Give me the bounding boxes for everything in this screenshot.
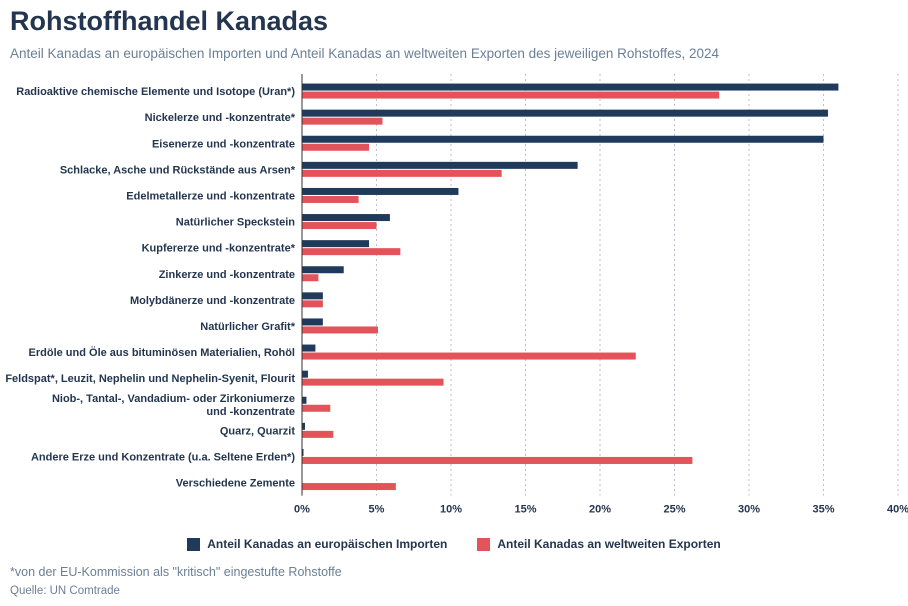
category-label: Erdöle und Öle aus bituminösen Materiali…: [29, 346, 295, 359]
bar-import: [302, 448, 304, 456]
bar-export: [302, 195, 359, 203]
legend-swatch-import: [187, 537, 201, 551]
bar-import: [302, 214, 390, 222]
bar-export: [302, 378, 444, 386]
bar-export: [302, 169, 502, 177]
bar-import: [302, 292, 323, 300]
x-tick-label: 30%: [738, 504, 760, 516]
legend-label-import: Anteil Kanadas an europäischen Importen: [207, 537, 448, 551]
bar-import: [302, 344, 316, 352]
bar-import: [302, 187, 459, 195]
x-tick-label: 35%: [812, 504, 834, 516]
category-label: Andere Erze und Konzentrate (u.a. Selten…: [31, 451, 295, 463]
bar-export: [302, 91, 720, 99]
category-label: Verschiedene Zemente: [176, 478, 295, 490]
x-tick-label: 0%: [294, 504, 310, 516]
source-note: Quelle: UN Comtrade: [10, 585, 120, 597]
bar-export: [302, 248, 401, 256]
bar-import: [302, 266, 344, 274]
bar-import: [302, 396, 307, 404]
bar-import: [302, 240, 370, 248]
category-label: Molybdänerze und -konzentrate: [130, 295, 295, 307]
bar-export: [302, 222, 377, 230]
bar-import: [302, 83, 839, 91]
x-tick-label: 15%: [514, 504, 536, 516]
bar-export: [302, 483, 396, 491]
chart-subtitle: Anteil Kanadas an europäischen Importen …: [10, 46, 719, 61]
bar-export: [302, 300, 323, 308]
chart-legend: Anteil Kanadas an europäischen Importen …: [0, 537, 908, 551]
bar-export: [302, 352, 636, 360]
category-label: Schlacke, Asche und Rückstände aus Arsen…: [60, 164, 296, 176]
chart-title: Rohstoffhandel Kanadas: [10, 6, 329, 36]
category-label: Niob-, Tantal-, Vandadium- oder Zirkoniu…: [52, 393, 295, 418]
footnote: *von der EU-Kommission als "kritisch" ei…: [10, 565, 342, 579]
bar-import: [302, 161, 578, 169]
category-label: Eisenerze und -konzentrate: [152, 138, 295, 150]
legend-item-export: Anteil Kanadas an weltweiten Exporten: [477, 537, 721, 551]
bar-export: [302, 117, 383, 125]
bar-chart: 0% 5% 10% 15% 20% 25% 30% 35% 40% Radioaktive che…: [5, 74, 908, 516]
bar-export: [302, 326, 378, 334]
category-label: Feldspat*, Leuzit, Nephelin und Nephelin…: [5, 373, 295, 385]
legend-item-import: Anteil Kanadas an europäischen Importen: [187, 537, 447, 551]
legend-swatch-export: [477, 537, 491, 551]
bar-export: [302, 404, 331, 412]
bar-export: [302, 274, 319, 282]
category-label: Natürlicher Grafit*: [200, 321, 295, 333]
category-label: Kupfererze und -konzentrate*: [142, 243, 296, 255]
category-label: Quarz, Quarzit: [220, 425, 296, 437]
x-tick-label: 10%: [440, 504, 462, 516]
bar-import: [302, 135, 824, 143]
x-tick-label: 25%: [663, 504, 685, 516]
category-label: Zinkerze und -konzentrate: [159, 269, 295, 281]
bar-export: [302, 143, 370, 151]
legend-label-export: Anteil Kanadas an weltweiten Exporten: [497, 537, 721, 551]
bar-import: [302, 109, 828, 117]
category-label: Natürlicher Speckstein: [176, 217, 295, 229]
bar-export: [302, 430, 334, 438]
bar-import: [302, 422, 305, 430]
x-tick-label: 5%: [369, 504, 385, 516]
category-label: Radioaktive chemische Elemente und Isoto…: [16, 86, 295, 98]
bar-import: [302, 370, 308, 378]
x-tick-label: 20%: [589, 504, 611, 516]
bar-export: [302, 456, 693, 464]
category-label: Edelmetallerze und -konzentrate: [126, 190, 295, 202]
bar-import: [302, 318, 323, 326]
category-label: Nickelerze und -konzentrate*: [145, 112, 296, 124]
x-tick-label: 40%: [887, 504, 908, 516]
